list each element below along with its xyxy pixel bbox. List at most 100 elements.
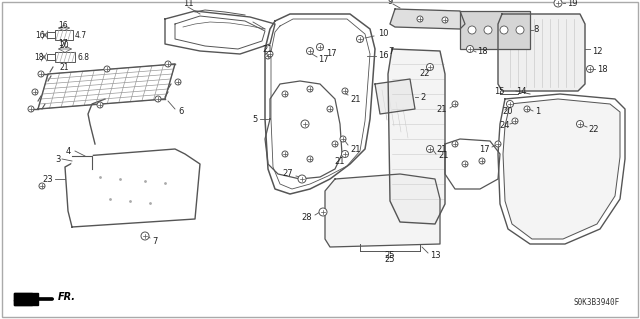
Circle shape	[97, 102, 103, 108]
Text: 28: 28	[301, 212, 312, 221]
Bar	[47, 54, 55, 60]
FancyArrowPatch shape	[22, 296, 52, 302]
Circle shape	[265, 53, 271, 59]
Text: 8: 8	[533, 26, 538, 34]
Circle shape	[38, 71, 44, 77]
Text: 4.7: 4.7	[75, 31, 87, 40]
Polygon shape	[390, 9, 465, 29]
Text: 16: 16	[35, 31, 45, 40]
Text: 17: 17	[58, 39, 68, 48]
Text: 24: 24	[499, 122, 510, 130]
Bar	[460, 11, 530, 49]
Circle shape	[301, 120, 309, 128]
Text: 9: 9	[388, 0, 393, 5]
Circle shape	[586, 65, 593, 72]
Circle shape	[165, 61, 171, 67]
Text: 7: 7	[152, 236, 157, 246]
Text: 18: 18	[597, 64, 607, 73]
Circle shape	[442, 17, 448, 23]
Circle shape	[327, 106, 333, 112]
Text: 13: 13	[430, 251, 440, 261]
Text: 23: 23	[42, 174, 52, 183]
Bar	[55, 52, 75, 62]
Circle shape	[28, 106, 34, 112]
Circle shape	[319, 208, 327, 216]
Text: 17: 17	[479, 145, 490, 153]
Circle shape	[342, 151, 349, 158]
Polygon shape	[14, 293, 32, 305]
Circle shape	[468, 26, 476, 34]
Polygon shape	[325, 174, 440, 247]
Circle shape	[356, 35, 364, 42]
Text: 11: 11	[183, 0, 193, 9]
Text: 22: 22	[420, 69, 430, 78]
Circle shape	[479, 158, 485, 164]
Circle shape	[426, 145, 433, 152]
Circle shape	[554, 0, 562, 7]
Circle shape	[307, 156, 313, 162]
Circle shape	[307, 48, 314, 55]
Polygon shape	[14, 297, 26, 301]
Polygon shape	[14, 293, 38, 305]
Circle shape	[484, 26, 492, 34]
Circle shape	[452, 141, 458, 147]
Circle shape	[500, 26, 508, 34]
Circle shape	[506, 100, 513, 108]
Text: 21: 21	[436, 106, 447, 115]
Text: 5: 5	[252, 115, 257, 123]
Text: 4: 4	[65, 146, 70, 155]
Circle shape	[332, 141, 338, 147]
Text: 21: 21	[438, 152, 449, 160]
Text: 10: 10	[378, 29, 388, 39]
Circle shape	[175, 79, 181, 85]
Circle shape	[298, 175, 306, 183]
Text: 1: 1	[535, 107, 540, 115]
Text: 22: 22	[588, 124, 598, 133]
Circle shape	[426, 63, 433, 70]
Bar	[55, 30, 73, 40]
Circle shape	[104, 66, 110, 72]
Polygon shape	[72, 154, 92, 171]
Text: 21: 21	[350, 145, 360, 153]
Text: 21: 21	[436, 145, 447, 154]
Text: 20: 20	[502, 108, 513, 116]
Text: 2: 2	[420, 93, 425, 101]
Text: 17: 17	[318, 55, 328, 63]
Circle shape	[417, 16, 423, 22]
Text: 18: 18	[477, 48, 488, 56]
Circle shape	[282, 151, 288, 157]
Text: 19: 19	[567, 0, 577, 8]
Text: 21: 21	[350, 94, 360, 103]
Text: 17: 17	[326, 49, 337, 58]
Text: 6.8: 6.8	[77, 53, 89, 62]
Text: 6: 6	[178, 108, 184, 116]
Text: FR.: FR.	[58, 292, 76, 302]
Text: 16: 16	[58, 20, 68, 29]
Circle shape	[512, 118, 518, 124]
Text: 3: 3	[55, 154, 60, 164]
Circle shape	[267, 51, 273, 57]
Text: 14: 14	[516, 86, 527, 95]
Text: 16: 16	[378, 51, 388, 61]
Text: 7: 7	[388, 48, 394, 56]
Bar	[47, 32, 55, 38]
Circle shape	[317, 43, 323, 50]
Circle shape	[452, 101, 458, 107]
Circle shape	[467, 46, 474, 53]
Polygon shape	[388, 49, 445, 224]
Circle shape	[495, 141, 501, 147]
Circle shape	[462, 161, 468, 167]
Text: S0K3B3940F: S0K3B3940F	[573, 298, 620, 307]
Text: 21: 21	[60, 63, 68, 71]
Circle shape	[155, 96, 161, 102]
Circle shape	[141, 232, 149, 240]
Circle shape	[282, 91, 288, 97]
Polygon shape	[503, 99, 620, 239]
Text: 25: 25	[385, 255, 396, 263]
Text: 27: 27	[282, 169, 293, 179]
Polygon shape	[498, 14, 585, 91]
Circle shape	[307, 86, 313, 92]
Text: 21: 21	[335, 157, 345, 166]
Text: 12: 12	[592, 47, 602, 56]
Polygon shape	[375, 79, 415, 114]
